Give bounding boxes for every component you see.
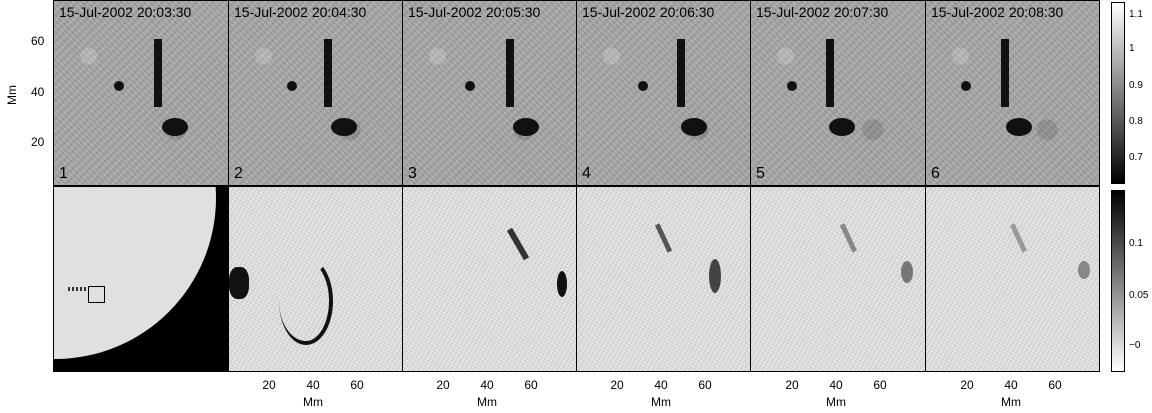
pore bbox=[114, 81, 124, 91]
panel-number: 3 bbox=[408, 165, 417, 182]
colorbar-top-tick: 0.7 bbox=[1129, 152, 1143, 163]
timestamp-label: 15-Jul-2002 20:05:30 bbox=[408, 4, 541, 20]
panel-number: 6 bbox=[931, 165, 940, 182]
dark-strip bbox=[506, 39, 514, 107]
ribbon-feature bbox=[279, 257, 333, 345]
x-tick-20: 20 bbox=[960, 378, 974, 392]
x-tick-40: 40 bbox=[829, 378, 843, 392]
y-tick-20: 20 bbox=[31, 135, 45, 149]
colorbar-top-tick: 1 bbox=[1129, 43, 1135, 54]
ribbon-feature bbox=[1009, 223, 1028, 253]
y-tick-60: 60 bbox=[31, 34, 45, 48]
x-axis-label: Mm bbox=[826, 395, 846, 409]
x-tick-20: 20 bbox=[610, 378, 624, 392]
timestamp-label: 15-Jul-2002 20:07:30 bbox=[756, 4, 889, 20]
y-axis-label: Mm bbox=[5, 85, 19, 105]
sunspot-umbra bbox=[681, 118, 707, 136]
region-box bbox=[88, 286, 105, 303]
x-tick-20: 20 bbox=[262, 378, 276, 392]
timestamp-label: 15-Jul-2002 20:06:30 bbox=[582, 4, 715, 20]
colorbar-top-tick: 1.1 bbox=[1129, 9, 1143, 20]
dark-feature bbox=[229, 267, 249, 299]
dark-strip bbox=[826, 39, 834, 107]
panel-number: 2 bbox=[234, 165, 243, 182]
y-tick-40: 40 bbox=[31, 85, 45, 99]
timestamp-label: 15-Jul-2002 20:04:30 bbox=[234, 4, 367, 20]
sunspot-umbra bbox=[162, 118, 188, 136]
x-tick-40: 40 bbox=[1004, 378, 1018, 392]
ribbon-feature bbox=[654, 223, 673, 253]
timestamp-label: 15-Jul-2002 20:08:30 bbox=[931, 4, 1064, 20]
dark-strip bbox=[154, 39, 162, 107]
difference-panel-3 bbox=[402, 186, 577, 372]
difference-panel-2 bbox=[228, 186, 403, 372]
active-region-dots bbox=[68, 287, 86, 291]
pore bbox=[787, 81, 797, 91]
colorbar-top-tick: 0.9 bbox=[1129, 80, 1143, 91]
pore bbox=[638, 81, 648, 91]
x-tick-60: 60 bbox=[524, 378, 538, 392]
x-tick-60: 60 bbox=[1048, 378, 1062, 392]
solar-disk bbox=[54, 187, 216, 359]
colorbar-bottom-tick: −0 bbox=[1129, 340, 1141, 351]
timestamp-label: 15-Jul-2002 20:03:30 bbox=[59, 4, 192, 20]
intensity-panel-6: 15-Jul-2002 20:08:30 6 bbox=[925, 0, 1100, 186]
colorbar-bottom bbox=[1111, 190, 1125, 372]
ribbon-feature bbox=[506, 227, 530, 261]
difference-panel-5 bbox=[750, 186, 926, 372]
x-axis-label: Mm bbox=[303, 395, 323, 409]
colorbar-top bbox=[1111, 2, 1125, 184]
intensity-panel-5: 15-Jul-2002 20:07:30 5 bbox=[750, 0, 926, 186]
colorbar-bottom-tick: 0.05 bbox=[1129, 290, 1149, 301]
dark-strip bbox=[324, 39, 332, 107]
x-axis-label: Mm bbox=[1001, 395, 1021, 409]
sunspot-umbra bbox=[513, 118, 539, 136]
x-tick-40: 40 bbox=[480, 378, 494, 392]
sunspot-umbra bbox=[331, 118, 357, 136]
ribbon-feature bbox=[839, 223, 858, 253]
pore bbox=[961, 81, 971, 91]
x-tick-60: 60 bbox=[350, 378, 364, 392]
sunspot-umbra bbox=[829, 118, 855, 136]
intensity-panel-2: 15-Jul-2002 20:04:30 2 bbox=[228, 0, 403, 186]
intensity-panel-1: 15-Jul-2002 20:03:30 1 bbox=[53, 0, 229, 186]
pore bbox=[465, 81, 475, 91]
colorbar-top-tick: 0.8 bbox=[1129, 116, 1143, 127]
x-tick-20: 20 bbox=[436, 378, 450, 392]
intensity-panel-3: 15-Jul-2002 20:05:30 3 bbox=[402, 0, 577, 186]
pore bbox=[287, 81, 297, 91]
dark-strip bbox=[677, 39, 685, 107]
intensity-panel-4: 15-Jul-2002 20:06:30 4 bbox=[576, 0, 751, 186]
panel-number: 1 bbox=[59, 165, 68, 182]
panel-number: 4 bbox=[582, 165, 591, 182]
panel-number: 5 bbox=[756, 165, 765, 182]
full-disk-panel bbox=[53, 186, 229, 372]
x-tick-60: 60 bbox=[873, 378, 887, 392]
x-tick-40: 40 bbox=[306, 378, 320, 392]
dark-feature bbox=[557, 271, 567, 297]
colorbar-bottom-tick: 0.1 bbox=[1129, 238, 1143, 249]
x-axis-label: Mm bbox=[477, 395, 497, 409]
difference-panel-4 bbox=[576, 186, 751, 372]
dark-feature bbox=[709, 259, 721, 293]
difference-panel-6 bbox=[925, 186, 1100, 372]
sunspot-umbra bbox=[1006, 118, 1032, 136]
x-axis-label: Mm bbox=[651, 395, 671, 409]
dark-feature bbox=[901, 261, 913, 283]
dark-feature bbox=[1078, 261, 1090, 279]
x-tick-40: 40 bbox=[654, 378, 668, 392]
dark-strip bbox=[1001, 39, 1009, 107]
x-tick-20: 20 bbox=[785, 378, 799, 392]
x-tick-60: 60 bbox=[698, 378, 712, 392]
